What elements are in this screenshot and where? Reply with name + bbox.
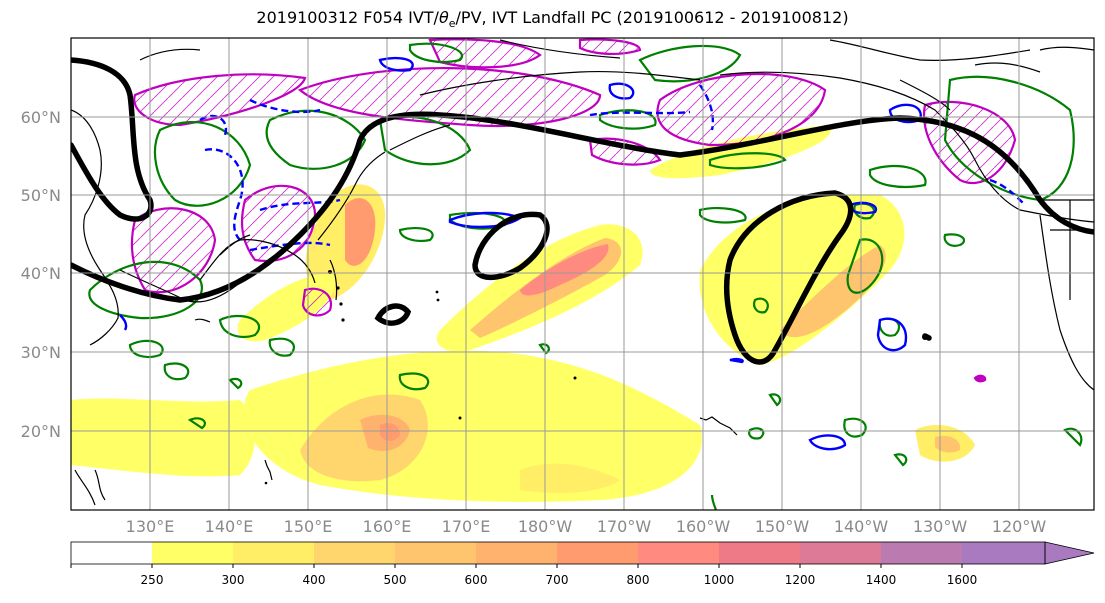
colorbar-tick-label: 1000 (704, 573, 735, 587)
lat-label: 50°N (21, 186, 61, 205)
lat-label: 30°N (21, 343, 61, 362)
lon-label: 120°W (992, 517, 1047, 536)
lon-label: 160°W (676, 517, 731, 536)
lon-label: 140°E (205, 517, 254, 536)
colorbar-tick-label: 800 (627, 573, 650, 587)
pv-hatched-regions (130, 38, 1017, 383)
coastlines (71, 39, 1094, 506)
colorbar-segment (476, 542, 557, 564)
colorbar-tick-label: 500 (384, 573, 407, 587)
lon-label: 180°W (518, 517, 573, 536)
chart-title: 2019100312 F054 IVT/θe/PV, IVT Landfall … (256, 8, 849, 31)
lon-label: 130°W (913, 517, 968, 536)
lon-label: 130°E (126, 517, 175, 536)
lon-label: 150°W (755, 517, 810, 536)
colorbar-segment (233, 542, 314, 564)
gridlines (71, 38, 1094, 510)
colorbar-segment (557, 542, 638, 564)
colorbar-segment (638, 542, 719, 564)
lat-label: 60°N (21, 108, 61, 127)
colorbar-tick-label: 400 (303, 573, 326, 587)
colorbar-frame (70, 541, 1046, 565)
map-panel (71, 38, 1094, 510)
lon-label: 170°W (597, 517, 652, 536)
colorbar-extend-arrow (1044, 541, 1095, 565)
colorbar-tick-label: 700 (546, 573, 569, 587)
lat-label: 40°N (21, 264, 61, 283)
colorbar-tick-label: 300 (222, 573, 245, 587)
lon-label: 160°E (363, 517, 412, 536)
colorbar-tick-label: 250 (141, 573, 164, 587)
colorbar-tick-label: 600 (465, 573, 488, 587)
lon-label: 140°W (834, 517, 889, 536)
lon-label: 170°E (442, 517, 491, 536)
lon-labels: 130°E 140°E 150°E 160°E 170°E 180°W 170°… (126, 517, 1047, 536)
lon-label: 150°E (284, 517, 333, 536)
colorbar-tick-label: 1400 (866, 573, 897, 587)
islands (264, 270, 928, 485)
colorbar-segment (152, 542, 233, 564)
colorbar-segment (962, 542, 1045, 564)
colorbar-segment (719, 542, 800, 564)
ivt-shading (71, 125, 975, 502)
lat-labels: 60°N 50°N 40°N 30°N 20°N (21, 108, 61, 441)
colorbar-tick-label: 1200 (785, 573, 816, 587)
colorbar-tick-label: 1600 (947, 573, 978, 587)
map-frame (70, 37, 1095, 511)
theta-e-contours (119, 56, 1026, 451)
colorbar-segment (881, 542, 962, 564)
colorbar-segment (395, 542, 476, 564)
colorbar-segment (800, 542, 881, 564)
colorbar-segment (314, 542, 395, 564)
lat-label: 20°N (21, 422, 61, 441)
colorbar-ticks: 250 300 400 500 600 700 800 1000 1200 1400 1600 (70, 564, 978, 587)
colorbar: 250 300 400 500 600 700 800 1000 1200 1400 1600 (70, 541, 1095, 587)
colorbar-segment (71, 542, 152, 564)
colorbar-segments (71, 542, 1045, 564)
